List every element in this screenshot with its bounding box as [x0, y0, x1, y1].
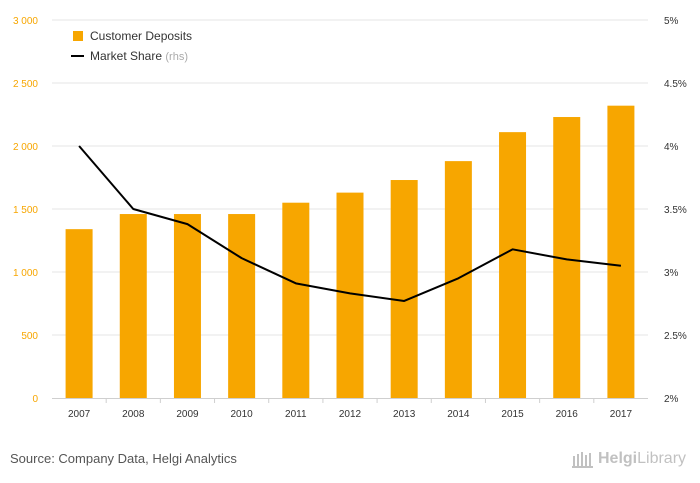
x-tick-label: 2009 [176, 409, 199, 420]
x-tick-label: 2011 [285, 409, 307, 420]
x-tick-label: 2012 [339, 409, 362, 420]
x-tick-label: 2007 [68, 409, 91, 420]
y-right-tick-label: 4.5% [664, 79, 687, 90]
helgi-library-logo: HelgiLibrary [572, 448, 686, 470]
y-left-tick-label: 2 500 [13, 79, 38, 90]
bar [390, 180, 418, 398]
x-tick-label: 2010 [231, 409, 254, 420]
logo-text: HelgiLibrary [598, 450, 687, 467]
y-right-tick-label: 2.5% [664, 331, 687, 342]
y-right-tick-label: 3.5% [664, 205, 687, 216]
y-right-tick-label: 5% [664, 16, 679, 27]
y-left-tick-label: 0 [32, 394, 38, 405]
y-left-tick-label: 1 000 [13, 268, 38, 279]
x-tick-label: 2015 [501, 409, 524, 420]
y-right-tick-label: 2% [664, 394, 679, 405]
bar [65, 229, 93, 398]
chart: 0 2% 500 2.5% 1 000 3% 1 500 3.5% 2 000 4% 2 500 4.… [13, 16, 687, 420]
y-left-tick-label: 1 500 [13, 205, 38, 216]
x-tick-label: 2013 [393, 409, 416, 420]
y-left-tick-label: 2 000 [13, 142, 38, 153]
x-tick-label: 2014 [447, 409, 470, 420]
library-icon [572, 452, 593, 468]
x-tick-label: 2017 [610, 409, 633, 420]
bar [228, 214, 256, 398]
bar [119, 214, 147, 398]
source-note: Source: Company Data, Helgi Analytics [10, 451, 237, 466]
y-right-tick-label: 4% [664, 142, 679, 153]
legend-label-market-share: Market Share (rhs) [90, 49, 188, 63]
y-right-tick-label: 3% [664, 268, 679, 279]
legend-label-deposits: Customer Deposits [90, 29, 192, 43]
x-tick-label: 2016 [556, 409, 579, 420]
bar [282, 202, 310, 398]
bar [499, 132, 527, 398]
y-left-tick-label: 3 000 [13, 16, 38, 27]
market-share-line [78, 145, 622, 302]
bar [173, 214, 201, 398]
legend-swatch-deposits [73, 31, 83, 41]
y-left-tick-label: 500 [21, 331, 38, 342]
bar [444, 161, 472, 398]
x-tick-label: 2008 [122, 409, 145, 420]
bar [607, 105, 635, 399]
